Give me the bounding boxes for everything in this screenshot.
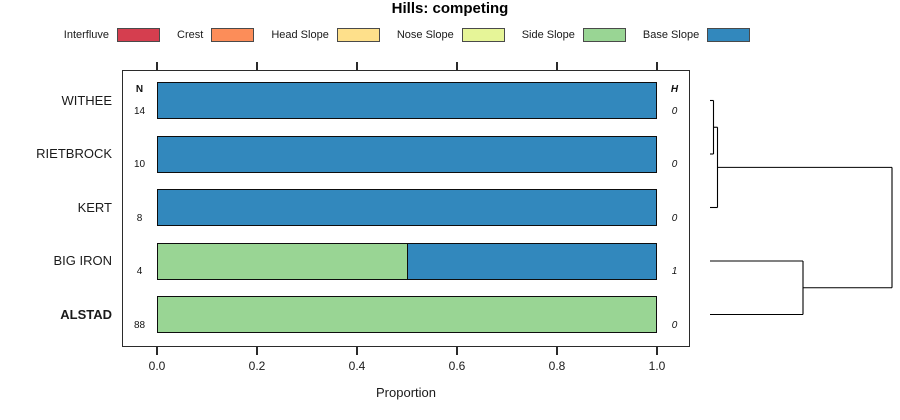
chart-title: Hills: competing (391, 0, 509, 17)
n-value: 4 (136, 266, 143, 277)
row-label: KERT (77, 199, 112, 215)
x-tick-label: 0.4 (348, 359, 366, 373)
h-column-header: H (670, 84, 679, 95)
x-tick-label: 0.2 (248, 359, 266, 373)
legend-swatch (117, 28, 161, 42)
h-value: 0 (671, 105, 678, 117)
legend-item: Crest (177, 28, 255, 42)
legend-swatch (211, 28, 255, 42)
row-label: WITHEE (61, 92, 112, 108)
legend-label: Crest (177, 29, 204, 41)
bar-segment-base-slope (407, 243, 656, 279)
x-tick-top (256, 62, 258, 70)
n-value: 10 (133, 159, 146, 170)
n-column-header: N (135, 84, 144, 95)
n-value: 8 (136, 212, 143, 224)
bar-segment-base-slope (158, 83, 656, 118)
x-tick-label: 0.8 (548, 359, 566, 373)
bar-row (157, 135, 657, 173)
legend-item: Head Slope (271, 28, 380, 42)
legend-label: Interfluve (63, 29, 110, 41)
legend-swatch (461, 28, 505, 42)
bar-segment-side-slope (158, 243, 407, 279)
x-tick-bottom (556, 347, 558, 355)
bar-row (157, 189, 657, 226)
legend-label: Side Slope (521, 29, 575, 41)
x-tick-bottom (256, 347, 258, 355)
x-tick-top (456, 62, 458, 70)
legend-swatch (336, 28, 380, 42)
x-tick-bottom (656, 347, 658, 355)
row-label: ALSTAD (60, 306, 112, 322)
n-value: 14 (133, 105, 146, 117)
h-value: 0 (671, 319, 678, 331)
bar-segment-base-slope (158, 136, 656, 172)
legend-label: Nose Slope (396, 29, 454, 41)
bar-row (157, 296, 657, 333)
x-tick-top (656, 62, 658, 70)
x-tick-bottom (156, 347, 158, 355)
legend-item: Base Slope (642, 28, 751, 42)
x-tick-label: 1.0 (648, 359, 666, 373)
n-value: 88 (133, 319, 146, 331)
bar-row (157, 82, 657, 119)
bar-segment-side-slope (158, 297, 656, 332)
h-value: 0 (671, 159, 678, 170)
legend-swatch (707, 28, 751, 42)
x-tick-label: 0.0 (148, 359, 166, 373)
x-tick-bottom (456, 347, 458, 355)
x-tick-bottom (356, 347, 358, 355)
x-tick-top (156, 62, 158, 70)
legend-label: Base Slope (642, 29, 700, 41)
bar-segment-base-slope (158, 190, 656, 225)
legend-item: Side Slope (522, 28, 626, 42)
row-label: RIETBROCK (36, 146, 112, 161)
legend-item: Nose Slope (397, 28, 505, 42)
x-tick-top (356, 62, 358, 70)
legend-label: Head Slope (271, 29, 329, 41)
bar-row (157, 242, 657, 280)
row-label: BIG IRON (53, 253, 112, 268)
legend: Interfluve Crest Head Slope Nose Slope Side … (0, 27, 814, 43)
h-value: 0 (671, 212, 678, 224)
x-axis-title: Proportion (376, 385, 436, 400)
legend-item: Interfluve (63, 28, 161, 42)
legend-swatch (582, 28, 626, 42)
x-tick-label: 0.6 (448, 359, 466, 373)
h-value: 1 (671, 266, 678, 277)
x-tick-top (556, 62, 558, 70)
